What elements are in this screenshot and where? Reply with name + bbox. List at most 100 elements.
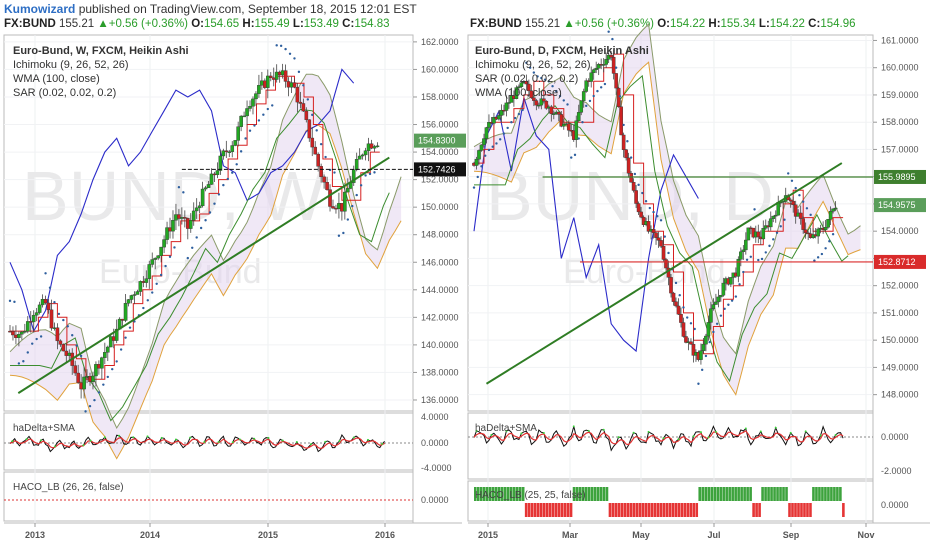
left-ichimoku-cloud (10, 74, 402, 459)
left-candle-body-114 (346, 188, 350, 193)
left-candle-body-67 (206, 184, 211, 188)
right-hadelta-label[interactable]: haDelta+SMA (475, 423, 537, 434)
right-haco-bar-103 (782, 487, 785, 501)
right-open: 154.22 (670, 18, 706, 30)
right-hadelta-ytick-1: -2.0000 (881, 466, 912, 476)
right-hadelta-signal-121 (774, 426, 777, 429)
right-candle-body-131 (798, 212, 803, 219)
left-candle-body-44 (138, 281, 143, 292)
right-xtick-label-3: Jul (707, 530, 720, 540)
right-candle-body-97 (714, 301, 718, 305)
left-sar-dot-13 (66, 325, 69, 328)
right-candle-body-31 (549, 106, 554, 115)
right-sar-dot-78 (764, 251, 767, 254)
right-haco-bar-66 (671, 503, 675, 517)
left-candle-body-66 (203, 187, 208, 190)
right-haco-bar-11 (506, 487, 510, 501)
left-candle-body-70 (215, 170, 220, 175)
left-symbol: FX:BUND (4, 18, 56, 30)
right-haco-bar-99 (770, 487, 773, 501)
right-ytick-label-7: 154.0000 (881, 226, 919, 236)
left-candle-body-12 (43, 299, 48, 304)
right-sar-dot-15 (528, 66, 532, 69)
author-name[interactable]: Kumowizard (4, 2, 76, 16)
left-hadelta-label[interactable]: haDelta+SMA (13, 423, 75, 434)
left-candle-body-60 (185, 218, 190, 229)
left-hadelta-signal-52 (132, 436, 135, 439)
left-candle-body-118 (357, 155, 362, 160)
left-candle-body-110 (334, 207, 338, 210)
left-sar-dot-38 (177, 185, 181, 189)
right-haco-label[interactable]: HACO_LB (25, 25, false) (475, 490, 586, 501)
left-candle-body-49 (153, 257, 157, 260)
left-candle-body-35 (111, 336, 116, 341)
left-ticker: FX:BUND 155.21 ▲+0.56 (+0.36%) O:154.65 … (4, 18, 390, 30)
left-close: 154.83 (354, 18, 390, 30)
left-sar-dot-65 (297, 70, 301, 74)
left-sar-dot-47 (217, 193, 221, 196)
right-haco-bar-59 (650, 503, 654, 517)
right-indicator-wma[interactable]: WMA (100, close) (475, 87, 562, 99)
right-haco-bar-49 (620, 503, 624, 517)
right-haco-bar-56 (641, 503, 645, 517)
right-hadelta-signal-91 (699, 431, 702, 434)
left-candle-body-122 (369, 143, 374, 149)
right-sar-dot-55 (678, 294, 681, 297)
right-candle-body-35 (559, 114, 564, 127)
right-candle-body-99 (719, 294, 723, 298)
left-indicator-ichimoku[interactable]: Ichimoku (9, 26, 52, 26) (13, 59, 129, 71)
right-price-label-0: 155.9895 (878, 172, 916, 182)
right-sar-dot-34 (599, 86, 603, 89)
left-ytick-label-12: 138.0000 (421, 367, 459, 377)
right-haco-bar-37 (584, 487, 588, 501)
right-sar-dot-68 (727, 303, 730, 306)
right-candle-body-14 (507, 102, 511, 104)
right-hadelta-signal-70 (647, 430, 650, 433)
right-haco-bar-53 (632, 503, 636, 517)
right-sar-dot-59 (693, 327, 696, 331)
right-haco-bar-5 (488, 487, 492, 501)
left-indicator-sar[interactable]: SAR (0.02, 0.02, 0.2) (13, 87, 117, 99)
right-sar-dot-13 (521, 108, 524, 112)
right-chikou-line (473, 97, 699, 353)
right-candle-body-145 (833, 207, 838, 210)
left-hadelta-signal-145 (352, 436, 355, 439)
right-haco-bar-107 (794, 503, 797, 517)
right-candle-body-85 (684, 336, 688, 343)
right-hadelta-signal-40 (572, 425, 575, 428)
left-ytick-label-13: 136.0000 (421, 395, 459, 405)
right-indicator-ichimoku[interactable]: Ichimoku (9, 26, 52, 26) (475, 59, 591, 71)
right-indicator-sar[interactable]: SAR (0.02, 0.02, 0.2) (475, 73, 579, 85)
right-candle-body-25 (534, 100, 539, 106)
right-sar-dot-85 (790, 179, 794, 182)
left-candle-body-8 (31, 314, 36, 323)
right-sar-dot-63 (708, 340, 711, 344)
right-haco-bar-0 (474, 487, 477, 501)
right-candle-body-87 (689, 341, 693, 345)
left-candle-body-121 (366, 143, 371, 151)
right-haco-bar-73 (692, 503, 696, 517)
left-haco-ytick-0: 0.0000 (421, 495, 449, 505)
right-sar-dot-96 (831, 233, 835, 236)
right-sar-dot-69 (730, 299, 734, 302)
right-up-arrow-icon: ▲ (563, 18, 575, 30)
right-haco-bar-58 (647, 503, 651, 517)
right-candle-body-144 (831, 208, 835, 212)
right-sar-dot-47 (648, 206, 652, 210)
left-candle-body-120 (363, 150, 368, 156)
left-indicator-wma[interactable]: WMA (100, close) (13, 73, 100, 85)
right-sar-dot-79 (768, 244, 771, 248)
right-last: 155.21 (524, 18, 561, 30)
left-haco-label[interactable]: HACO_LB (26, 26, false) (13, 482, 124, 493)
left-candle-body-105 (319, 166, 323, 178)
right-haco-bar-68 (677, 503, 681, 517)
right-hadelta-sma-line (473, 430, 844, 446)
right-sar-dot-86 (794, 186, 797, 190)
right-sar-dot-67 (723, 307, 726, 311)
right-candle-body-80 (671, 292, 676, 302)
right-candle-body-61 (624, 149, 628, 159)
right-candle-body-79 (669, 277, 673, 294)
left-hadelta-signal-157 (381, 442, 384, 445)
left-sar-dot-2 (17, 362, 21, 365)
